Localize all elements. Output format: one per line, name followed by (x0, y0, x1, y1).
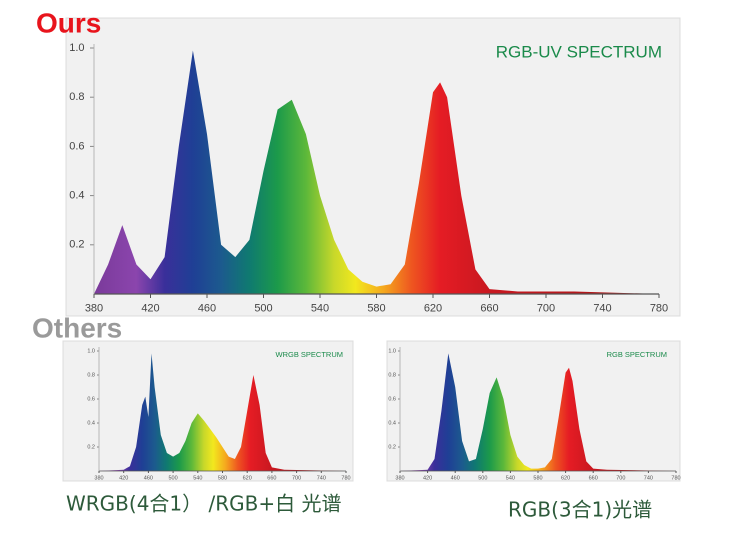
x-tick-label: 500 (169, 475, 178, 481)
x-tick-label: 580 (218, 475, 227, 481)
y-tick-label: 0.4 (69, 190, 84, 202)
x-tick-label: 780 (671, 475, 680, 481)
x-tick-label: 500 (478, 475, 487, 481)
x-tick-label: 660 (480, 302, 498, 314)
y-tick-label: 0.6 (69, 140, 84, 152)
x-tick-label: 740 (317, 475, 326, 481)
x-tick-label: 500 (254, 302, 272, 314)
y-tick-label: 0.2 (69, 239, 84, 251)
x-tick-label: 540 (506, 475, 515, 481)
y-tick-label: 0.8 (87, 372, 95, 378)
spectrum-area (94, 50, 659, 294)
x-tick-label: 620 (424, 302, 442, 314)
x-tick-label: 780 (650, 302, 668, 314)
x-tick-label: 620 (561, 475, 570, 481)
x-tick-label: 380 (85, 302, 103, 314)
y-tick-label: 0.4 (87, 420, 95, 426)
x-tick-label: 380 (94, 475, 103, 481)
x-tick-label: 380 (395, 475, 404, 481)
chart-title: RGB-UV SPECTRUM (496, 42, 662, 61)
x-tick-label: 660 (267, 475, 276, 481)
x-tick-label: 700 (537, 302, 555, 314)
x-tick-label: 420 (141, 302, 159, 314)
x-tick-label: 580 (533, 475, 542, 481)
x-tick-label: 540 (193, 475, 202, 481)
y-tick-label: 0.2 (388, 444, 396, 450)
y-tick-label: 0.6 (388, 396, 396, 402)
x-tick-label: 460 (198, 302, 216, 314)
y-tick-label: 0.4 (388, 420, 396, 426)
x-tick-label: 780 (341, 475, 350, 481)
y-tick-label: 0.2 (87, 444, 95, 450)
y-tick-label: 0.6 (87, 396, 95, 402)
x-tick-label: 420 (119, 475, 128, 481)
chart-title: WRGB SPECTRUM (276, 350, 344, 359)
x-tick-label: 620 (243, 475, 252, 481)
panel (386, 340, 681, 482)
x-tick-label: 700 (616, 475, 625, 481)
x-tick-label: 700 (292, 475, 301, 481)
chart-caption: RGB(3合1)光谱 (508, 498, 652, 522)
y-tick-label: 0.8 (69, 91, 84, 103)
label-others: Others (32, 312, 122, 343)
x-tick-label: 660 (589, 475, 598, 481)
x-tick-label: 460 (144, 475, 153, 481)
y-tick-label: 1.0 (388, 348, 396, 354)
y-tick-label: 1.0 (87, 348, 95, 354)
x-tick-label: 420 (423, 475, 432, 481)
y-tick-label: 1.0 (69, 42, 84, 54)
x-tick-label: 580 (367, 302, 385, 314)
x-tick-label: 740 (593, 302, 611, 314)
chart-title: RGB SPECTRUM (607, 350, 667, 359)
spectrum-area (99, 353, 346, 471)
x-tick-label: 740 (644, 475, 653, 481)
label-ours: Ours (36, 7, 101, 38)
spectrum-area (400, 353, 676, 471)
y-tick-label: 0.8 (388, 372, 396, 378)
x-tick-label: 540 (311, 302, 329, 314)
chart-caption: WRGB(4合1） /RGB+白 光谱 (66, 492, 341, 516)
x-tick-label: 460 (451, 475, 460, 481)
